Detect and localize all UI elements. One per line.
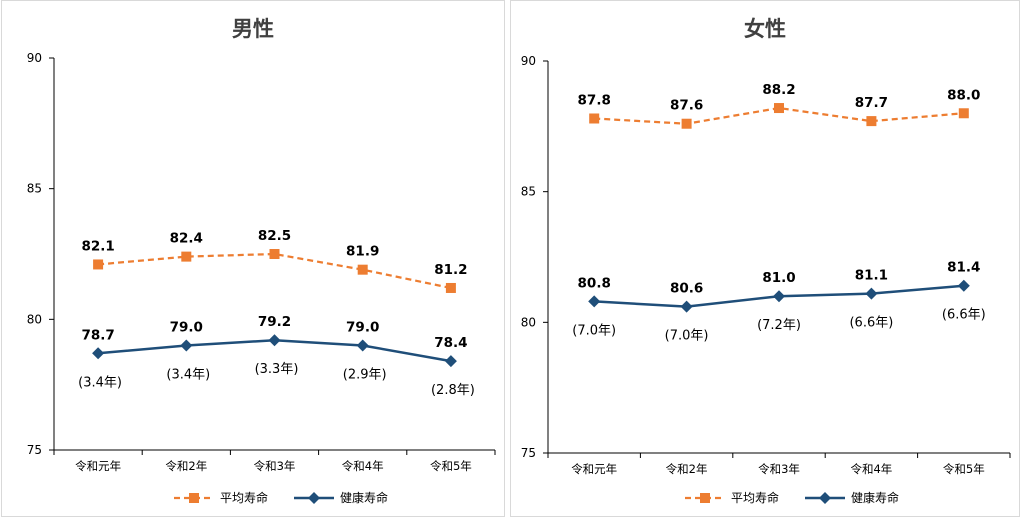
legend-health-label: 健康寿命 (340, 490, 388, 505)
life-expectancy-value-label: 82.5 (258, 228, 291, 244)
x-category-label: 令和4年 (850, 462, 892, 476)
healthy-life-value-label: 78.7 (81, 327, 114, 343)
life-expectancy-value-label: 87.6 (670, 98, 703, 114)
healthy-life-value-label: 79.2 (258, 314, 291, 330)
gap-note-label: (2.8年) (431, 383, 475, 398)
gap-note-label: (6.6年) (849, 316, 893, 331)
y-tick-label: 80 (27, 312, 42, 326)
life-expectancy-marker (589, 113, 600, 124)
healthy-life-value-label: 81.1 (855, 268, 888, 284)
healthy-life-value-label: 79.0 (170, 319, 203, 335)
healthy-life-marker (180, 339, 193, 352)
y-tick-label: 90 (27, 51, 42, 65)
y-tick-label: 85 (27, 182, 42, 196)
healthy-life-value-label: 79.0 (346, 319, 379, 335)
gap-note-label: (7.2年) (757, 318, 801, 333)
life-expectancy-line (594, 106, 964, 125)
x-category-label: 令和3年 (758, 462, 800, 476)
x-category-label: 令和2年 (165, 459, 207, 473)
life-expectancy-marker (269, 249, 280, 259)
life-expectancy-marker (866, 116, 877, 127)
y-tick-label: 85 (521, 185, 536, 199)
x-category-label: 令和5年 (430, 459, 472, 473)
life-expectancy-value-label: 88.2 (762, 82, 795, 98)
life-expectancy-value-label: 82.4 (170, 231, 203, 247)
healthy-life-marker (957, 279, 970, 292)
healthy-life-marker (680, 300, 693, 313)
gap-note-label: (6.6年) (942, 308, 986, 323)
gap-note-label: (7.0年) (665, 329, 709, 344)
y-tick-label: 75 (27, 443, 42, 457)
life-expectancy-marker (681, 118, 692, 129)
legend-health-label: 健康寿命 (851, 490, 899, 505)
healthy-life-marker (92, 347, 105, 360)
healthy-life-marker (865, 287, 878, 300)
healthy-life-marker (268, 334, 281, 347)
gap-note-label: (7.0年) (572, 323, 616, 338)
female-chart-svg: 75 80 85 90 令和元年 令和2年 令和3年 令和4年 令和5年 87.8 87.6 88.2… (521, 54, 1011, 505)
male-chart-panel: 男性 75 80 85 90 令和元年 令和2年 令和3年 令和4年 令和5年 82.1 82.4 8… (1, 0, 505, 517)
legend-health-swatch-marker (308, 492, 320, 504)
legend-life-label: 平均寿命 (220, 490, 268, 505)
healthy-life-value-label: 80.8 (578, 275, 611, 291)
life-expectancy-marker (774, 103, 784, 114)
life-expectancy-value-label: 81.9 (346, 244, 379, 260)
male-chart-svg: 75 80 85 90 令和元年 令和2年 令和3年 令和4年 令和5年 82.1 82.4 82.5… (27, 51, 496, 505)
life-expectancy-marker (357, 264, 368, 275)
gap-note-label: (3.4年) (166, 367, 210, 382)
life-expectancy-marker (445, 282, 456, 293)
x-category-label: 令和元年 (75, 459, 121, 473)
life-expectancy-marker (181, 251, 192, 262)
legend-life-swatch-marker (189, 493, 199, 503)
healthy-life-value-label: 80.6 (670, 281, 703, 297)
life-expectancy-line (98, 252, 452, 290)
healthy-life-value-label: 81.4 (947, 260, 980, 276)
legend-life-label: 平均寿命 (731, 490, 779, 505)
chart-title: 女性 (744, 17, 786, 41)
gap-note-label: (2.9年) (343, 367, 387, 382)
healthy-life-value-label: 81.0 (762, 270, 795, 286)
x-category-label: 令和元年 (571, 462, 617, 476)
life-expectancy-value-label: 87.8 (578, 92, 611, 108)
x-category-label: 令和5年 (943, 462, 985, 476)
life-expectancy-marker (958, 108, 969, 119)
healthy-life-marker (773, 290, 785, 303)
healthy-life-marker (356, 339, 369, 352)
x-category-label: 令和4年 (342, 459, 384, 473)
legend-life-swatch-marker (700, 493, 710, 503)
chart-title: 男性 (232, 17, 274, 41)
life-expectancy-value-label: 82.1 (81, 238, 114, 254)
gap-note-label: (3.4年) (78, 375, 122, 390)
healthy-life-value-label: 78.4 (434, 335, 467, 351)
life-expectancy-value-label: 88.0 (947, 87, 980, 103)
female-chart-panel: 女性 75 80 85 90 令和元年 令和2年 令和3年 令和4年 令和5年 87.8 87.6 8… (510, 0, 1020, 517)
x-category-label: 令和3年 (254, 459, 296, 473)
y-tick-label: 90 (521, 54, 536, 68)
x-category-label: 令和2年 (666, 462, 708, 476)
healthy-life-marker (444, 355, 457, 368)
y-tick-label: 80 (521, 315, 536, 329)
life-expectancy-value-label: 87.7 (855, 95, 888, 111)
life-expectancy-marker (93, 259, 104, 270)
legend-health-swatch-marker (819, 492, 831, 504)
y-tick-label: 75 (521, 446, 536, 460)
gap-note-label: (3.3年) (255, 362, 299, 377)
life-expectancy-value-label: 81.2 (434, 262, 467, 278)
healthy-life-marker (588, 295, 601, 308)
